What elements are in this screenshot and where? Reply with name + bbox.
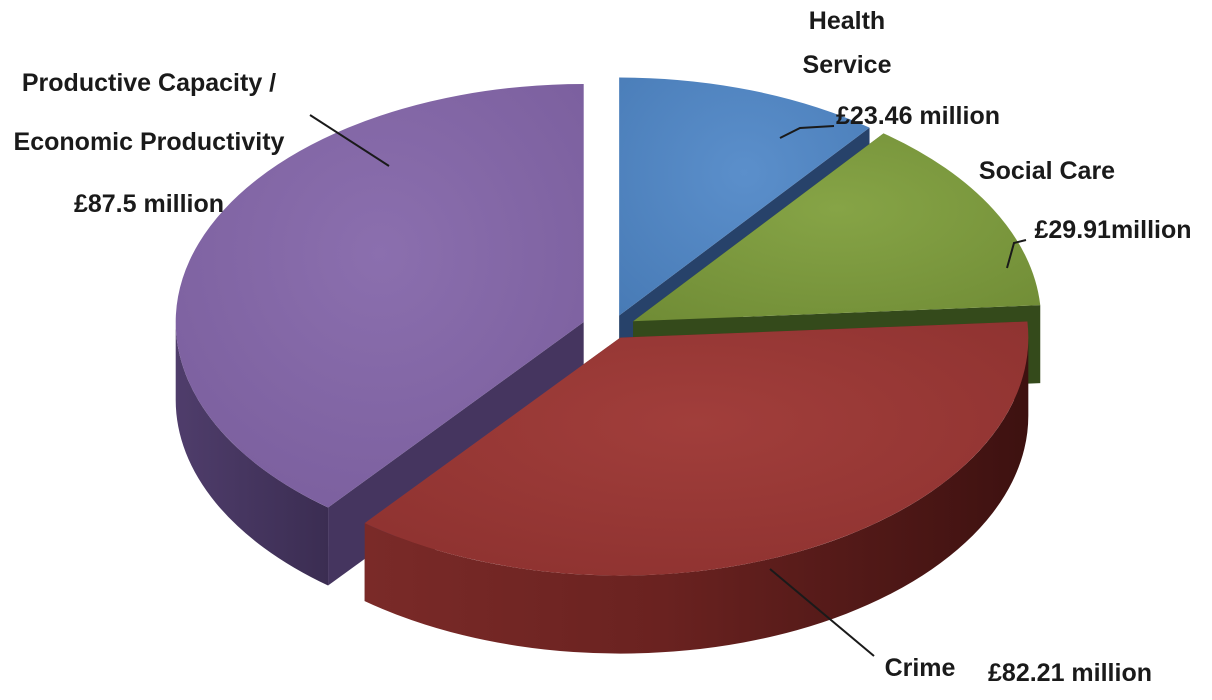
leader-line [779,125,835,139]
slice-side-productive-capacity-economic-productivity [175,322,329,586]
slice-crime [364,321,1029,576]
slice-category-label: Health [809,7,885,35]
pie-labels: Health Service £23.46 million Social Care £2… [14,7,1192,687]
slice-productive-capacity-economic-productivity [175,84,584,508]
leader-line [309,114,390,167]
leader-line [769,568,875,657]
slice-label-crime: Crime £82.21 million [769,568,1152,687]
slice-category-label: Social Care [979,157,1115,185]
slice-health-service [619,77,870,316]
slice-label-productive-capacity-economic-productivity: Productive Capacity / Economic Productivi… [14,69,390,218]
slice-category-label: Productive Capacity / [22,69,276,97]
slice-side-crime [364,337,1029,654]
slice-category-label: Service [803,51,892,79]
slice-label-health-service: Health Service £23.46 million [779,7,1000,139]
slice-value-label: £87.5 million [74,190,224,218]
slice-category-label: Economic Productivity [14,128,285,156]
leader-line [1006,239,1027,269]
slice-category-label: Crime [885,654,956,682]
slice-label-social-care: Social Care £29.91million [979,157,1192,269]
slice-value-label: £23.46 million [836,102,1000,130]
slice-value-label: £29.91million [1034,216,1191,244]
slice-value-label: £82.21 million [988,659,1152,687]
pie-slices [175,77,1041,654]
slice-social-care [633,133,1041,322]
